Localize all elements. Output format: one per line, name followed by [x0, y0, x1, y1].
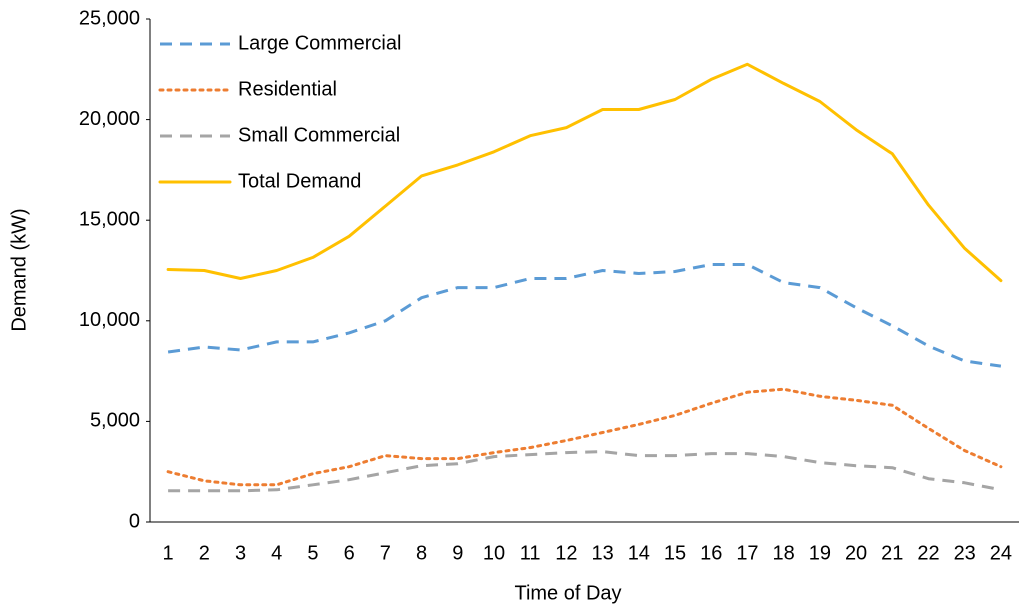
x-tick-label: 2 — [199, 542, 210, 564]
y-tick-label: 15,000 — [79, 208, 140, 230]
y-tick-label: 0 — [129, 510, 140, 532]
x-tick-label: 14 — [628, 542, 650, 564]
x-tick-label: 23 — [954, 542, 976, 564]
x-tick-label: 7 — [380, 542, 391, 564]
y-tick-label: 5,000 — [90, 410, 140, 432]
x-tick-label: 13 — [591, 542, 613, 564]
series-line — [166, 62, 1003, 283]
x-tick-label: 1 — [163, 542, 174, 564]
y-tick-label: 10,000 — [79, 309, 140, 331]
x-tick-label: 9 — [452, 542, 463, 564]
x-tick-label: 21 — [881, 542, 903, 564]
x-tick-label: 6 — [344, 542, 355, 564]
x-axis-title: Time of Day — [514, 582, 621, 604]
x-tick-label: 8 — [416, 542, 427, 564]
legend-label: Large Commercial — [238, 32, 401, 54]
x-tick-label: 10 — [483, 542, 505, 564]
x-tick-label: 24 — [990, 542, 1012, 564]
x-tick-label: 19 — [809, 542, 831, 564]
y-tick-label: 25,000 — [79, 7, 140, 29]
x-tick-label: 20 — [845, 542, 867, 564]
x-tick-label: 16 — [700, 542, 722, 564]
x-tick-label: 17 — [736, 542, 758, 564]
x-tick-label: 11 — [520, 542, 541, 564]
y-axis-title: Demand (kW) — [8, 208, 30, 331]
legend-label: Residential — [238, 78, 337, 100]
x-tick-label: 15 — [664, 542, 686, 564]
x-tick-label: 4 — [271, 542, 282, 564]
y-tick-label: 20,000 — [79, 108, 140, 130]
series-line — [167, 263, 1002, 368]
x-tick-label: 12 — [555, 542, 577, 564]
x-tick-label: 5 — [307, 542, 318, 564]
x-tick-label: 3 — [235, 542, 246, 564]
legend-label: Total Demand — [238, 170, 361, 192]
series-line — [168, 450, 1002, 493]
series-line — [166, 387, 1003, 487]
x-tick-label: 22 — [917, 542, 939, 564]
legend-label: Small Commercial — [238, 124, 400, 146]
x-tick-label: 18 — [773, 542, 795, 564]
